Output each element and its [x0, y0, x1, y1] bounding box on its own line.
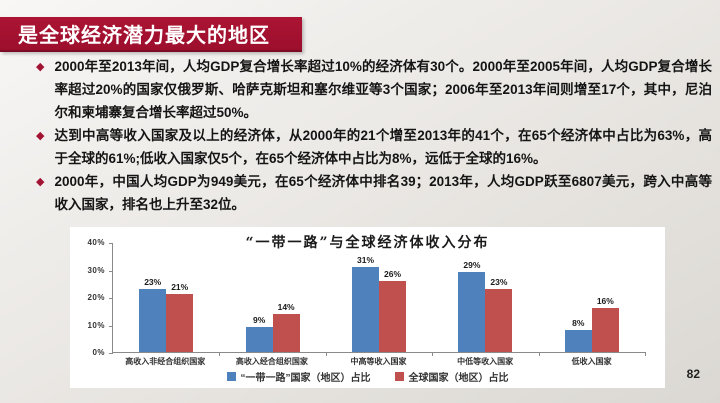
bullet-item: ◆ 达到中高等收入国家及以上的经济体，从2000年的21个增至2013年的41个…	[36, 124, 712, 170]
bar: 23%	[485, 277, 513, 352]
bar: 9%	[245, 315, 273, 352]
category-label: 高收入经合组织国家	[235, 357, 308, 366]
y-tick-mark	[109, 243, 113, 244]
bar: 31%	[352, 255, 380, 352]
bar: 29%	[458, 260, 486, 352]
y-tick-label: 30%	[87, 265, 105, 275]
bar-group: 8% 16%	[539, 296, 645, 352]
x-tick-mark	[325, 352, 327, 356]
bar-value-label: 16%	[596, 296, 614, 306]
bullet-text: 2000年，中国人均GDP为949美元，在65个经济体中排名39；2013年，人…	[54, 174, 712, 212]
x-tick-mark	[432, 352, 434, 356]
title-bar: 是全球经济潜力最大的地区	[0, 17, 302, 52]
bar-group: 29% 23%	[432, 260, 538, 352]
y-tick-mark	[109, 353, 113, 354]
legend-swatch	[226, 372, 236, 381]
bar: 8%	[564, 318, 592, 352]
bar-value-label: 14%	[277, 301, 295, 312]
chart-legend: “一带一路”国家（地区）占比 全球国家（地区）占比	[70, 369, 665, 384]
x-tick-mark	[645, 352, 646, 356]
bullet-item: ◆ 2000年，中国人均GDP为949美元，在65个经济体中排名39；2013年…	[36, 170, 712, 216]
bar-group: 23% 21%	[113, 277, 219, 352]
diamond-bullet-icon: ◆	[36, 61, 45, 73]
legend-item: “一带一路”国家（地区）占比	[226, 369, 371, 384]
y-axis: 40% 30% 20% 10% 0%	[70, 238, 108, 357]
bar-value-label: 23%	[144, 276, 162, 287]
bar-value-label: 29%	[463, 260, 481, 271]
slide-title: 是全球经济潜力最大的地区	[18, 25, 270, 47]
legend-swatch	[394, 372, 404, 381]
income-distribution-chart: “一带一路”与全球经济体收入分布 40% 30% 20% 10% 0% 23% 21% 9%…	[70, 227, 665, 388]
legend-label: 全球国家（地区）占比	[408, 373, 509, 384]
bar: 14%	[272, 302, 300, 352]
category-label: 中高等收入国家	[350, 357, 407, 366]
y-tick-label: 10%	[87, 320, 105, 330]
legend-label: “一带一路”国家（地区）占比	[240, 373, 371, 384]
y-tick-mark	[109, 325, 113, 327]
bar: 23%	[139, 277, 167, 352]
chart-plot-area: 23% 21% 9% 14% 31% 26% 29% 23% 8% 16%	[109, 243, 646, 356]
x-axis-labels: 高收入非经合组织国家 高收入经合组织国家 中高等收入国家 中低等收入国家 低收入国家	[112, 356, 645, 367]
bar: 21%	[166, 282, 194, 352]
bar-value-label: 31%	[357, 254, 375, 265]
bullet-item: ◆ 2000年至2013年间，人均GDP复合增长率超过10%的经济体有30个。2…	[36, 55, 712, 124]
y-tick-label: 40%	[87, 238, 105, 247]
bar-value-label: 8%	[572, 318, 585, 328]
category-label: 高收入非经合组织国家	[125, 357, 206, 366]
y-tick-label: 20%	[87, 293, 105, 302]
y-tick-mark	[109, 270, 113, 272]
legend-item: 全球国家（地区）占比	[394, 369, 509, 384]
bullet-text: 达到中高等收入国家及以上的经济体，从2000年的21个增至2013年的41个，在…	[54, 128, 712, 166]
diamond-bullet-icon: ◆	[36, 176, 45, 188]
y-tick-label: 0%	[92, 348, 105, 357]
category-label: 低收入国家	[571, 357, 612, 366]
bar-value-label: 21%	[171, 282, 189, 293]
bar-value-label: 9%	[252, 315, 266, 326]
bar-group: 9% 14%	[219, 302, 325, 352]
bar: 26%	[379, 269, 407, 352]
page-number: 82	[686, 367, 700, 381]
bullet-list: ◆ 2000年至2013年间，人均GDP复合增长率超过10%的经济体有30个。2…	[36, 55, 712, 216]
bar-value-label: 23%	[490, 276, 508, 287]
x-tick-mark	[538, 352, 540, 356]
chart-title: “一带一路”与全球经济体收入分布	[245, 235, 490, 251]
bar-group: 31% 26%	[326, 255, 432, 352]
x-tick-mark	[219, 352, 221, 356]
category-label: 中低等收入国家	[457, 357, 514, 366]
bar: 16%	[591, 296, 619, 352]
bar-groups: 23% 21% 9% 14% 31% 26% 29% 23% 8% 16%	[113, 243, 645, 352]
bar-value-label: 26%	[384, 268, 402, 279]
diamond-bullet-icon: ◆	[36, 130, 45, 142]
bullet-text: 2000年至2013年间，人均GDP复合增长率超过10%的经济体有30个。200…	[54, 59, 712, 120]
y-tick-mark	[109, 298, 113, 299]
